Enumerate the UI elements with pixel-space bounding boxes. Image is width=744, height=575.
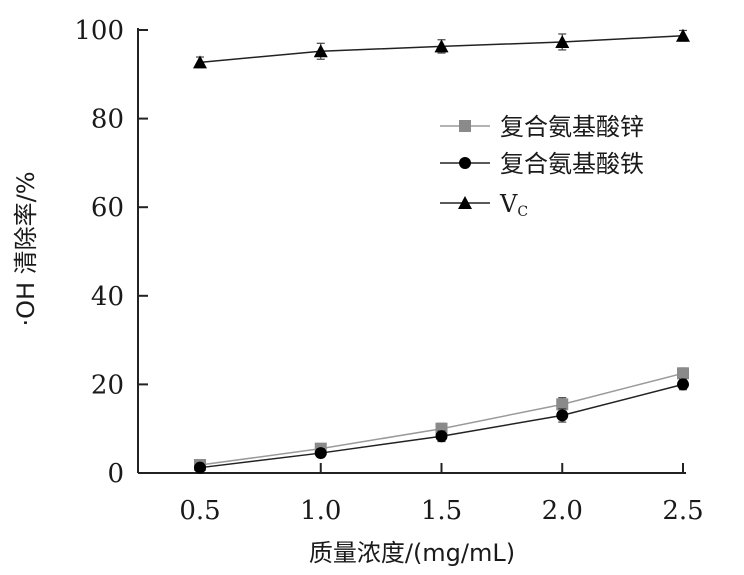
series-3	[193, 28, 690, 69]
data-point	[677, 378, 689, 391]
y-tick-label: 60	[91, 193, 124, 223]
legend-label-vc-main: V	[499, 190, 518, 218]
series-layer	[193, 28, 690, 474]
legend-label-vc: VC	[499, 190, 528, 220]
y-ticks: 0 20 40 60 80 100	[74, 16, 148, 489]
legend-marker-circle	[459, 157, 471, 169]
y-tick-label: 0	[107, 459, 124, 489]
x-tick-label: 2.0	[542, 496, 583, 526]
data-point	[313, 44, 328, 58]
x-ticks: 0.5 1.0 1.5 2.0 2.5	[179, 463, 704, 526]
y-tick-label: 100	[74, 16, 124, 46]
data-point	[435, 430, 448, 443]
x-axis-title: 质量浓度/(mg/mL)	[309, 539, 515, 567]
legend-item-zinc: 复合氨基酸锌	[440, 113, 644, 141]
x-tick-label: 0.5	[179, 496, 220, 526]
legend-label-vc-sub: C	[517, 204, 528, 220]
data-point	[193, 55, 207, 69]
data-point	[314, 447, 327, 460]
x-tick-label: 2.5	[662, 496, 703, 526]
y-tick-label: 20	[91, 370, 124, 400]
y-tick-label: 80	[91, 105, 124, 135]
data-point	[677, 367, 689, 380]
data-point	[556, 398, 569, 411]
x-tick-label: 1.5	[421, 496, 462, 526]
data-point	[434, 39, 449, 53]
legend-marker-square	[459, 120, 471, 132]
data-point	[555, 34, 570, 48]
y-tick-label: 40	[91, 282, 124, 312]
legend-marker-triangle	[458, 196, 472, 209]
legend-item-iron: 复合氨基酸铁	[440, 150, 644, 178]
data-point	[676, 28, 690, 42]
y-axis-title: ·OH 清除率/%	[12, 171, 40, 326]
legend-item-vc: VC	[440, 190, 528, 220]
series-2	[194, 378, 689, 474]
data-point	[556, 409, 569, 422]
data-point	[194, 461, 206, 474]
series-1	[194, 367, 689, 472]
series-line	[199, 372, 684, 466]
legend-label-iron: 复合氨基酸铁	[500, 150, 644, 178]
legend-label-zinc: 复合氨基酸锌	[500, 113, 644, 141]
legend: 复合氨基酸锌 复合氨基酸铁 VC	[440, 113, 644, 220]
plot-area: 0 20 40 60 80 100 0.5 1.0 1.5 2.0 2.5	[74, 16, 703, 526]
x-tick-label: 1.0	[300, 496, 341, 526]
